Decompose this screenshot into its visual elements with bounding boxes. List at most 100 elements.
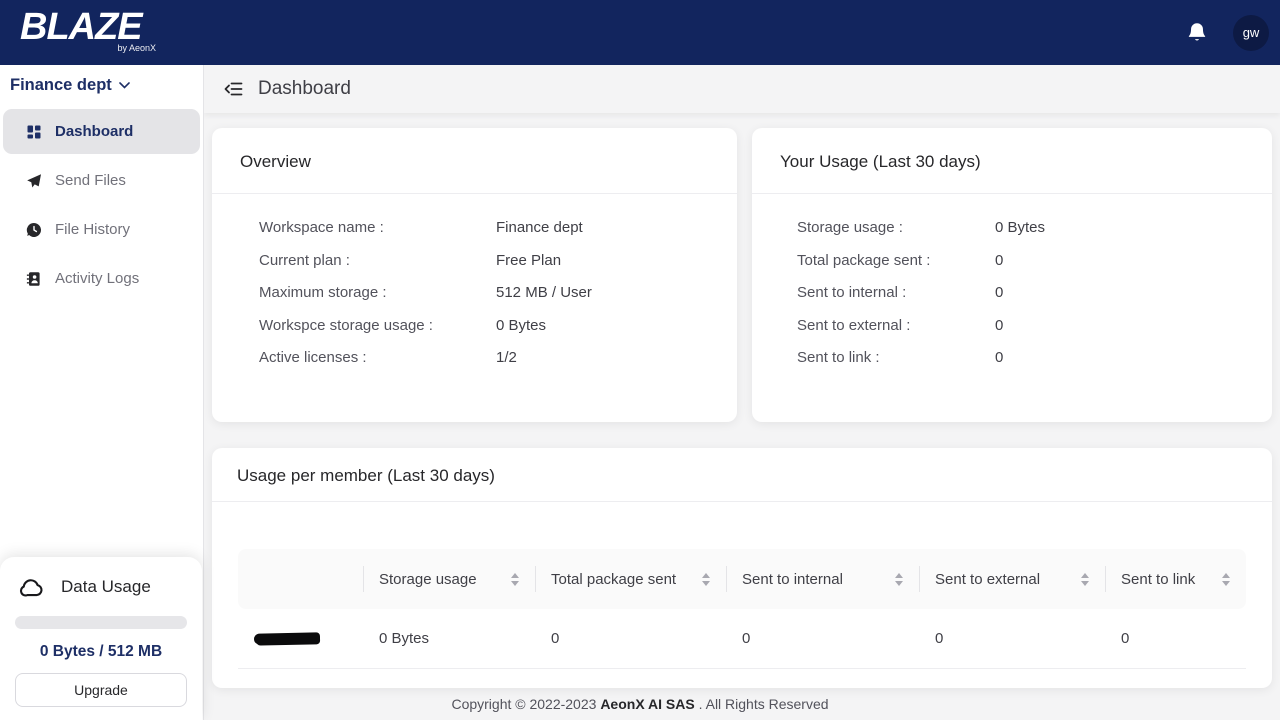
upgrade-button[interactable]: Upgrade [15,673,187,707]
info-label: Sent to internal : [797,284,907,301]
history-clock-icon [26,222,42,238]
overview-card-title: Overview [240,152,311,171]
info-label: Workspace name : [259,219,384,236]
column-label: Sent to internal [742,570,843,588]
brand-logo-text: BLAZE [20,6,143,48]
usage-row-sent-link: Sent to link : 0 [797,348,1272,368]
info-label: Storage usage : [797,219,903,236]
data-usage-amount: 0 Bytes / 512 MB [39,643,163,660]
info-value: Finance dept [496,219,583,236]
sidebar-item-label: File History [55,221,131,238]
usage-per-member-card: Usage per member (Last 30 days) [212,448,1272,688]
overview-row-workspace-name: Workspace name : Finance dept [259,218,737,238]
table-header-storage-usage[interactable]: Storage usage [363,549,535,609]
info-value: 1/2 [496,349,517,366]
info-label: Sent to link : [797,349,880,366]
table-header-sent-to-internal[interactable]: Sent to internal [726,549,919,609]
sidebar-nav: Dashboard Send Files File History [0,107,203,307]
your-usage-card: Your Usage (Last 30 days) Storage usage … [752,128,1272,422]
usage-row-sent-external: Sent to external : 0 [797,316,1272,336]
table-header-row: Storage usage Total package sent [238,549,1246,609]
info-value: 0 Bytes [496,316,547,334]
info-value: 0 [995,284,1004,301]
overview-row-current-plan: Current plan : Free Plan [259,251,737,271]
table-header-sent-to-link[interactable]: Sent to link [1105,549,1246,609]
page-header-bar: Dashboard [204,65,1280,113]
copyright-suffix: . All Rights Reserved [694,696,829,712]
column-label: Sent to external [935,570,1041,588]
table-header-sent-to-external[interactable]: Sent to external [919,549,1105,609]
copyright-company: AeonX AI SAS [600,696,695,712]
brand-logo: BLAZE by AeonX [20,7,160,53]
overview-row-maximum-storage: Maximum storage : 512 MB / User [259,283,737,303]
your-usage-card-title: Your Usage (Last 30 days) [780,152,981,171]
info-label: Sent to external : [797,316,911,334]
chevron-down-icon [118,82,130,89]
info-value: 0 [995,349,1004,366]
info-label: Maximum storage : [259,284,387,301]
collapse-sidebar-icon[interactable] [223,78,245,100]
copyright-prefix: Copyright © 2022-2023 [451,696,601,712]
total-package-sent-cell: 0 [535,609,726,669]
column-label: Total package sent [551,570,677,588]
dashboard-grid-icon [26,124,42,140]
info-label: Total package sent : [797,251,931,269]
storage-usage-cell: 0 Bytes [363,609,535,669]
sort-icon[interactable] [1081,572,1089,586]
sent-to-link-cell: 0 [1105,609,1246,669]
overview-card: Overview Workspace name : Finance dept C… [212,128,737,422]
notifications-bell-icon[interactable] [1184,20,1210,46]
brand-byline: by AeonX [117,43,156,53]
info-value: 0 [995,251,1004,269]
column-label: Sent to link [1121,570,1196,588]
overview-row-active-licenses: Active licenses : 1/2 [259,348,737,368]
info-label: Workspce storage usage : [259,316,433,334]
redacted-member-name [253,632,321,645]
info-label: Active licenses : [259,349,367,366]
sidebar-item-send-files[interactable]: Send Files [3,158,200,203]
table-header-member [238,549,363,609]
usage-row-storage: Storage usage : 0 Bytes [797,218,1272,238]
usage-row-sent-internal: Sent to internal : 0 [797,283,1272,303]
sort-icon[interactable] [895,572,903,586]
sort-icon[interactable] [702,572,710,586]
table-header-total-package-sent[interactable]: Total package sent [535,549,726,609]
dashboard-content: Overview Workspace name : Finance dept C… [204,113,1280,688]
sort-icon[interactable] [511,572,519,586]
activity-logs-book-icon [26,271,42,287]
column-label: Storage usage [379,570,477,588]
usage-row-total-sent: Total package sent : 0 [797,251,1272,271]
paper-plane-icon [26,173,42,189]
sidebar-item-label: Activity Logs [55,270,140,287]
info-value: 0 [995,316,1004,334]
data-usage-title: Data Usage [61,576,151,596]
sidebar-item-label: Send Files [55,172,126,189]
sidebar-item-label: Dashboard [55,123,134,140]
usage-per-member-title: Usage per member (Last 30 days) [237,466,495,485]
info-label: Current plan : [259,251,350,269]
page-title: Dashboard [258,78,351,99]
cloud-icon [19,579,43,597]
table-row: 0 Bytes 0 0 0 0 [238,609,1246,669]
info-value: Free Plan [496,251,562,269]
sidebar: Finance dept Dashboard Send Files [0,65,204,720]
sidebar-item-dashboard[interactable]: Dashboard [3,109,200,154]
overview-row-workspace-storage-usage: Workspce storage usage : 0 Bytes [259,316,737,336]
workspace-selector[interactable]: Finance dept [0,65,203,107]
sort-icon[interactable] [1222,572,1230,586]
data-usage-progressbar [15,616,187,629]
sent-to-external-cell: 0 [919,609,1105,669]
sidebar-item-activity-logs[interactable]: Activity Logs [3,256,200,301]
main-area: Dashboard Overview Workspace name : Fina… [204,65,1280,720]
workspace-name: Finance dept [10,76,112,94]
data-usage-widget: Data Usage 0 Bytes / 512 MB Upgrade [0,557,202,720]
sent-to-internal-cell: 0 [726,609,919,669]
info-value: 0 Bytes [995,219,1046,236]
usage-per-member-table: Storage usage Total package sent [238,549,1246,669]
top-navbar: BLAZE by AeonX gw [0,0,1280,65]
sidebar-item-file-history[interactable]: File History [3,207,200,252]
user-avatar[interactable]: gw [1233,14,1269,51]
member-name-cell [238,609,363,669]
copyright-footer: Copyright © 2022-2023 AeonX AI SAS . All… [0,696,1280,712]
info-value: 512 MB / User [496,284,592,301]
